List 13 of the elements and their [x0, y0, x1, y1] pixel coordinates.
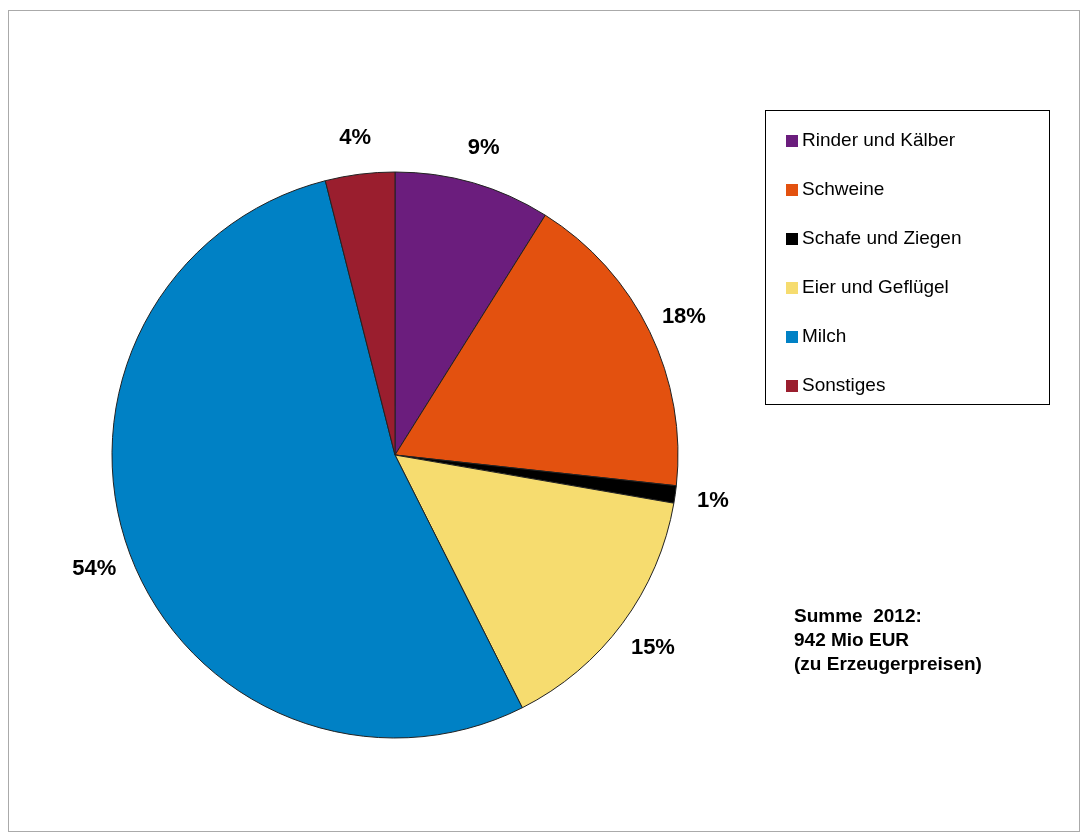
- legend-label: Milch: [802, 325, 847, 346]
- text: Summe 2012: 942 Mio EUR (zu Erzeugerpreisen): [794, 604, 982, 676]
- legend-label: Schafe und Ziegen: [802, 227, 962, 248]
- legend-label: Rinder und Kälber: [802, 129, 956, 150]
- data-label: 4%: [339, 123, 372, 149]
- legend-label: Schweine: [802, 178, 885, 199]
- data-label: 1%: [696, 487, 729, 513]
- data-label: 54%: [72, 554, 117, 580]
- data-label: 15%: [630, 633, 675, 659]
- legend-label: Sonstiges: [802, 374, 886, 395]
- data-label: 9%: [467, 134, 500, 159]
- legend-label: Eier und Geflügel: [802, 276, 949, 297]
- data-label: 18%: [661, 302, 706, 328]
